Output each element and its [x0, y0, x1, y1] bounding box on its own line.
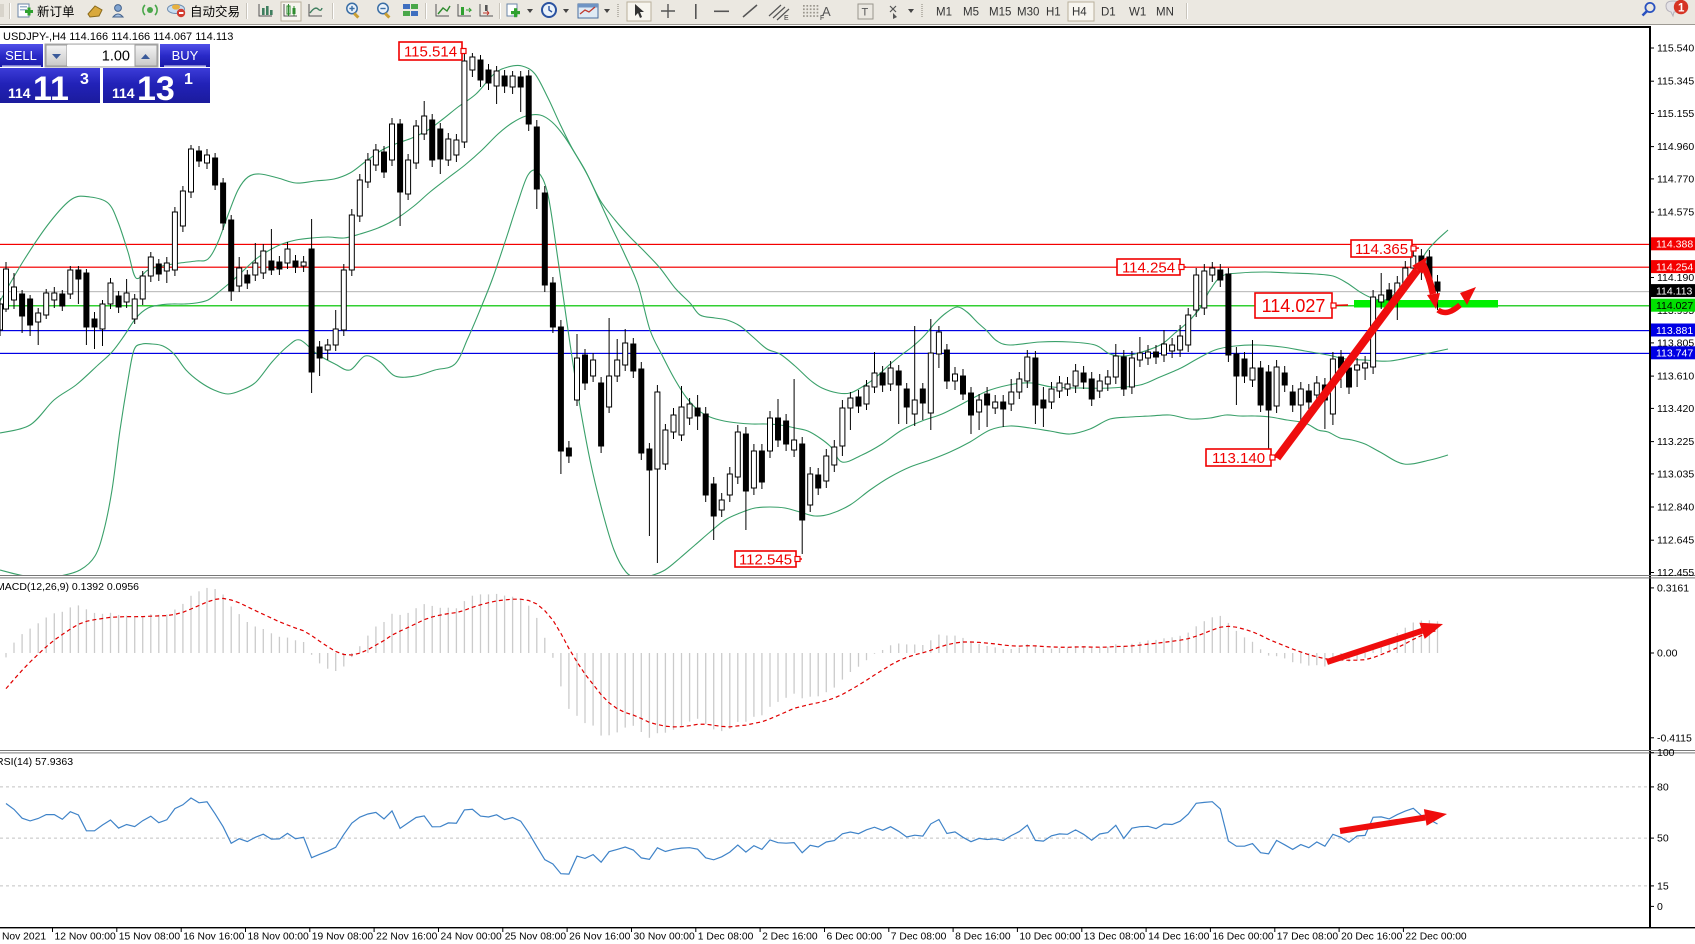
svg-text:T: T [862, 7, 869, 19]
svg-text:0.3161: 0.3161 [1657, 582, 1689, 594]
svg-text:30 Nov 00:00: 30 Nov 00:00 [634, 932, 696, 943]
svg-text:112.545: 112.545 [739, 551, 792, 568]
svg-text:1: 1 [1678, 3, 1685, 15]
svg-text:115.345: 115.345 [1657, 76, 1694, 88]
svg-text:114.190: 114.190 [1657, 272, 1694, 284]
svg-text:80: 80 [1657, 781, 1669, 793]
svg-text:113.225: 113.225 [1657, 436, 1694, 448]
svg-text:15: 15 [1657, 880, 1669, 892]
svg-text:7 Dec 08:00: 7 Dec 08:00 [891, 932, 947, 943]
svg-text:1.00: 1.00 [102, 49, 130, 65]
svg-text:M15: M15 [989, 7, 1011, 19]
svg-text:114.027: 114.027 [1656, 300, 1693, 312]
svg-text:114.113: 114.113 [1656, 285, 1693, 297]
svg-text:115.155: 115.155 [1657, 108, 1694, 120]
svg-text:A: A [822, 4, 831, 19]
svg-text:114.365: 114.365 [1355, 241, 1408, 258]
svg-text:1 Dec 08:00: 1 Dec 08:00 [698, 932, 754, 943]
svg-text:F: F [820, 15, 824, 22]
svg-text:0.00: 0.00 [1657, 648, 1678, 660]
svg-text:2 Dec 16:00: 2 Dec 16:00 [762, 932, 818, 943]
svg-text:114.770: 114.770 [1657, 173, 1694, 185]
svg-text:H4: H4 [1072, 7, 1087, 19]
svg-text:22 Dec 00:00: 22 Dec 00:00 [1405, 932, 1467, 943]
svg-text:114.960: 114.960 [1657, 141, 1694, 153]
svg-text:H1: H1 [1046, 7, 1061, 19]
svg-text:114: 114 [8, 85, 31, 101]
svg-text:113.140: 113.140 [1212, 450, 1265, 467]
svg-text:112.645: 112.645 [1657, 535, 1694, 547]
svg-text:18 Nov 00:00: 18 Nov 00:00 [248, 932, 310, 943]
svg-text:6 Dec 00:00: 6 Dec 00:00 [827, 932, 883, 943]
svg-text:24 Nov 00:00: 24 Nov 00:00 [441, 932, 503, 943]
svg-text:114.027: 114.027 [1262, 296, 1326, 316]
svg-text:M5: M5 [963, 7, 979, 19]
svg-text:0: 0 [1657, 901, 1663, 913]
svg-text:114.388: 114.388 [1656, 239, 1693, 251]
svg-text:16 Nov 16:00: 16 Nov 16:00 [183, 932, 245, 943]
svg-text:17 Dec 08:00: 17 Dec 08:00 [1277, 932, 1339, 943]
svg-text:16 Dec 00:00: 16 Dec 00:00 [1212, 932, 1274, 943]
svg-text:20 Dec 16:00: 20 Dec 16:00 [1341, 932, 1403, 943]
svg-text:114: 114 [112, 85, 135, 101]
svg-text:26 Nov 16:00: 26 Nov 16:00 [569, 932, 631, 943]
svg-text:114.575: 114.575 [1657, 207, 1694, 219]
svg-text:50: 50 [1657, 833, 1669, 845]
svg-text:114.254: 114.254 [1656, 261, 1693, 273]
svg-text:MN: MN [1156, 7, 1174, 19]
svg-text:115.540: 115.540 [1657, 43, 1694, 55]
svg-text:15 Nov 08:00: 15 Nov 08:00 [119, 932, 181, 943]
svg-text:113.747: 113.747 [1656, 348, 1693, 360]
svg-text:USDJPY-,H4 114.166 114.166 11: USDJPY-,H4 114.166 114.166 114.067 114.1… [3, 31, 233, 43]
svg-text:Nov 2021: Nov 2021 [2, 932, 46, 943]
svg-text:113.610: 113.610 [1657, 371, 1694, 383]
svg-text:19 Nov 08:00: 19 Nov 08:00 [312, 932, 374, 943]
svg-text:D1: D1 [1101, 7, 1116, 19]
svg-text:113.881: 113.881 [1656, 325, 1693, 337]
svg-text:MACD(12,26,9) 0.1392 0.0956: MACD(12,26,9) 0.1392 0.0956 [0, 581, 139, 593]
svg-text:自动交易: 自动交易 [190, 4, 240, 19]
svg-text:E: E [784, 15, 789, 22]
svg-text:112.840: 112.840 [1657, 502, 1694, 514]
svg-text:13 Dec 08:00: 13 Dec 08:00 [1084, 932, 1146, 943]
svg-text:13: 13 [137, 70, 175, 108]
svg-text:-0.4115: -0.4115 [1657, 732, 1692, 744]
svg-text:BUY: BUY [172, 48, 199, 63]
svg-text:22 Nov 16:00: 22 Nov 16:00 [376, 932, 438, 943]
svg-text:10 Dec 00:00: 10 Dec 00:00 [1019, 932, 1081, 943]
svg-text:W1: W1 [1129, 7, 1146, 19]
svg-text:8 Dec 16:00: 8 Dec 16:00 [955, 932, 1011, 943]
svg-text:M1: M1 [936, 7, 952, 19]
svg-text:112.455: 112.455 [1657, 567, 1694, 579]
svg-text:3: 3 [80, 71, 89, 88]
svg-text:14 Dec 16:00: 14 Dec 16:00 [1148, 932, 1210, 943]
svg-text:115.514: 115.514 [404, 43, 457, 60]
svg-text:新订单: 新订单 [37, 4, 75, 19]
svg-text:25 Nov 08:00: 25 Nov 08:00 [505, 932, 567, 943]
svg-text:RSI(14) 57.9363: RSI(14) 57.9363 [0, 756, 73, 768]
svg-text:M30: M30 [1017, 7, 1039, 19]
svg-text:1: 1 [184, 71, 193, 88]
svg-text:114.254: 114.254 [1122, 259, 1175, 276]
svg-text:113.035: 113.035 [1657, 468, 1694, 480]
svg-text:12 Nov 00:00: 12 Nov 00:00 [55, 932, 117, 943]
svg-text:11: 11 [33, 70, 69, 108]
svg-text:100: 100 [1657, 747, 1675, 759]
svg-text:113.420: 113.420 [1657, 403, 1694, 415]
svg-text:SELL: SELL [5, 48, 37, 63]
